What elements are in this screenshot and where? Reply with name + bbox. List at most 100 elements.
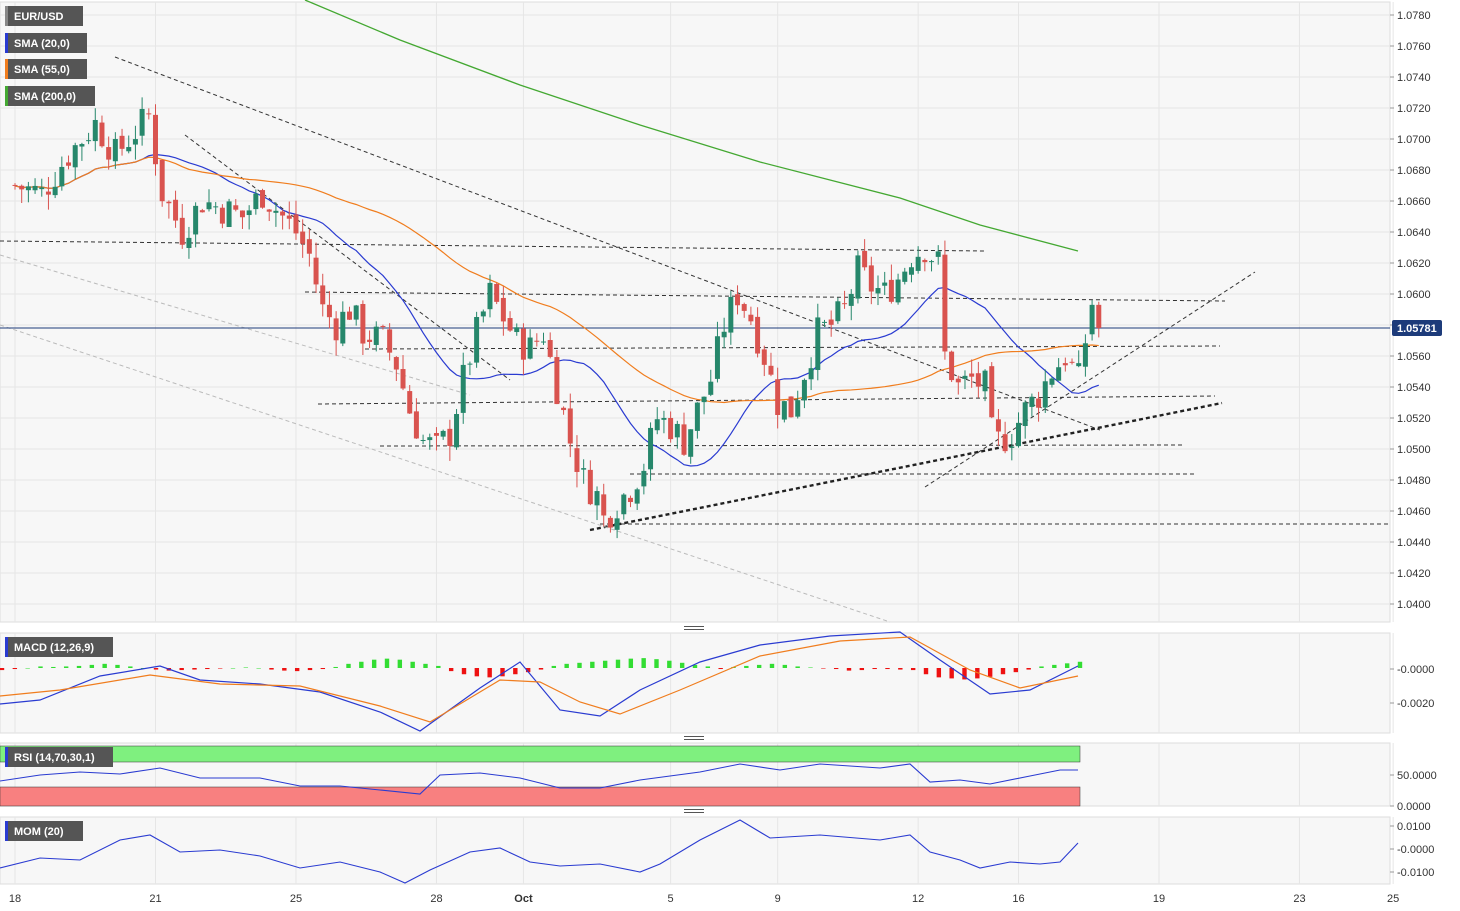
candle bbox=[66, 155, 72, 170]
macd-hist-bar bbox=[628, 658, 634, 668]
macd-hist-bar bbox=[115, 664, 120, 668]
candle bbox=[942, 240, 948, 360]
macd-hist-bar bbox=[217, 668, 223, 669]
candle bbox=[507, 311, 513, 332]
candle bbox=[373, 321, 379, 352]
x-tick-label: 5 bbox=[668, 893, 674, 905]
candle bbox=[413, 398, 419, 439]
macd-hist-bar bbox=[474, 668, 480, 677]
y-tick-label: 1.0400 bbox=[1397, 599, 1431, 611]
candle bbox=[1002, 421, 1008, 454]
candle bbox=[340, 301, 346, 347]
candle bbox=[601, 483, 607, 527]
macd-hist-bar bbox=[384, 658, 390, 668]
rsi-oversold-zone bbox=[0, 786, 1081, 807]
candle bbox=[821, 319, 827, 327]
candle bbox=[500, 286, 506, 336]
candle bbox=[1089, 300, 1095, 341]
last-price-badge bbox=[1392, 319, 1442, 336]
candle bbox=[561, 406, 567, 415]
x-tick-label: 16 bbox=[1012, 893, 1024, 905]
macd-hist-bar bbox=[1013, 668, 1019, 673]
candle bbox=[454, 409, 460, 450]
candle bbox=[989, 362, 995, 419]
candle bbox=[59, 156, 65, 191]
macd-hist-bar bbox=[846, 668, 852, 671]
candle bbox=[714, 321, 720, 383]
candle bbox=[835, 297, 841, 324]
macd-hist-bar bbox=[128, 666, 133, 668]
candle bbox=[634, 487, 640, 511]
y-tick-label: 1.0740 bbox=[1397, 72, 1431, 84]
macd-hist-bar bbox=[885, 668, 890, 670]
macd-hist-bar bbox=[744, 665, 749, 668]
macd-hist-bar bbox=[371, 659, 377, 668]
y-tick-label: 1.0440 bbox=[1397, 537, 1431, 549]
rsi-y-tick: 50.0000 bbox=[1397, 770, 1437, 782]
macd-hist-bar bbox=[1064, 663, 1070, 668]
candle bbox=[761, 345, 767, 377]
y-tick-label: 1.0480 bbox=[1397, 475, 1431, 487]
legend-rsi-badge bbox=[5, 747, 113, 767]
candle bbox=[581, 459, 587, 484]
candle bbox=[474, 311, 480, 368]
rsi-line bbox=[0, 763, 1078, 795]
candle bbox=[755, 307, 761, 358]
candle bbox=[440, 429, 446, 440]
candle bbox=[768, 352, 774, 377]
macd-hist-bar bbox=[667, 660, 672, 668]
macd-hist-bar bbox=[153, 668, 159, 670]
candle bbox=[1062, 357, 1068, 372]
candle bbox=[306, 229, 312, 267]
legend-sma200: SMA (200,0) bbox=[14, 91, 76, 103]
macd-hist-bar bbox=[987, 668, 993, 677]
candle bbox=[380, 324, 386, 330]
x-tick-label: 25 bbox=[290, 893, 302, 905]
candle bbox=[648, 422, 654, 481]
trendline-light bbox=[0, 254, 471, 396]
candle bbox=[962, 370, 968, 390]
macd-hist-bar bbox=[243, 667, 249, 668]
candle bbox=[132, 125, 138, 160]
candle bbox=[882, 271, 888, 295]
mom-line bbox=[0, 819, 1079, 884]
candle bbox=[1082, 334, 1088, 377]
candle bbox=[594, 486, 600, 521]
macd-hist-bar bbox=[602, 660, 608, 668]
candle bbox=[694, 402, 700, 439]
candle bbox=[801, 378, 807, 409]
macd-hist-bar bbox=[808, 667, 813, 668]
macd-hist-bar bbox=[487, 668, 492, 678]
candle bbox=[788, 396, 794, 418]
macd-hist-bar bbox=[910, 668, 916, 671]
y-tick-label: 1.0560 bbox=[1397, 351, 1431, 363]
candle bbox=[420, 434, 426, 445]
macd-hist-bar bbox=[590, 661, 595, 668]
candle bbox=[193, 202, 199, 248]
macd-hist-bar bbox=[923, 668, 929, 675]
candle bbox=[400, 355, 406, 391]
macd-hist-bar bbox=[436, 665, 441, 668]
candle bbox=[534, 333, 540, 347]
y-tick-label: 1.0660 bbox=[1397, 196, 1431, 208]
legend-symbol: EUR/USD bbox=[14, 11, 64, 23]
candle bbox=[868, 256, 874, 305]
macd-hist-bar bbox=[705, 666, 711, 668]
candle bbox=[1009, 433, 1015, 461]
candle bbox=[333, 311, 339, 356]
candle bbox=[480, 309, 486, 323]
candle bbox=[19, 184, 25, 203]
macd-line bbox=[0, 631, 1079, 732]
trendline bbox=[114, 56, 1101, 431]
x-tick-label: 19 bbox=[1153, 893, 1165, 905]
macd-hist-bar bbox=[320, 668, 326, 670]
candle bbox=[1069, 358, 1075, 365]
legend-macd-badge bbox=[5, 637, 113, 657]
price-pane bbox=[0, 1, 1391, 623]
candle bbox=[326, 291, 332, 329]
macd-hist-bar bbox=[718, 668, 723, 670]
candle bbox=[1022, 400, 1028, 439]
candle bbox=[106, 136, 112, 170]
candle bbox=[266, 209, 272, 222]
candle bbox=[688, 429, 694, 464]
